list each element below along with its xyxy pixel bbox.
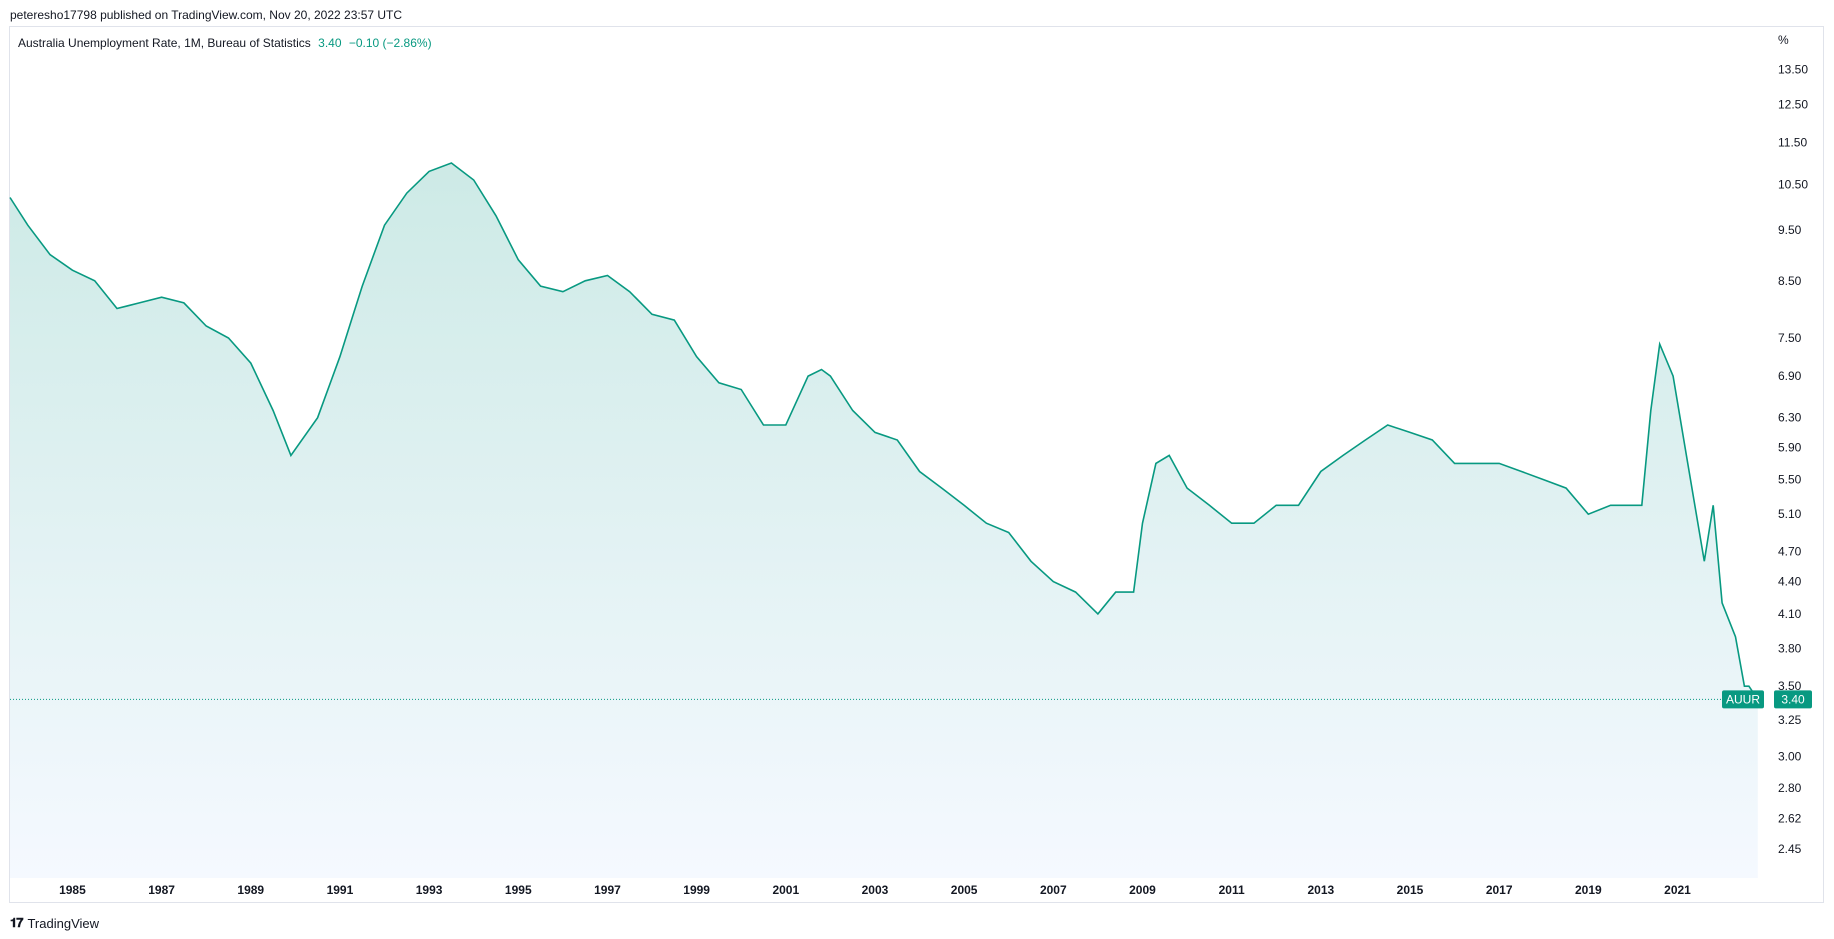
y-tick-label: 3.50 bbox=[1778, 679, 1802, 693]
y-tick-label: 4.40 bbox=[1778, 575, 1802, 589]
y-tick-label: 2.62 bbox=[1778, 811, 1802, 825]
x-tick-label: 2007 bbox=[1040, 883, 1067, 897]
x-axis: 1985 1987 1989 1991 1993 1995 1997 1999 2001 2003… bbox=[59, 883, 1691, 897]
y-axis: 13.50 12.50 11.50 10.50 9.50 8.50 7.50 6.90 6.30… bbox=[1778, 62, 1808, 856]
x-tick-label: 1987 bbox=[148, 883, 175, 897]
y-tick-label: 7.50 bbox=[1778, 331, 1802, 345]
x-tick-label: 1989 bbox=[237, 883, 264, 897]
y-tick-label: 2.80 bbox=[1778, 781, 1802, 795]
x-tick-label: 2021 bbox=[1664, 883, 1691, 897]
y-tick-label: 13.50 bbox=[1778, 62, 1808, 76]
series-line-auur[interactable] bbox=[9, 162, 1759, 700]
legend-value: 3.40 bbox=[318, 36, 342, 50]
x-tick-label: 1991 bbox=[327, 883, 354, 897]
x-tick-label: 1997 bbox=[594, 883, 621, 897]
y-tick-label: 4.10 bbox=[1778, 607, 1802, 621]
y-tick-label: 3.00 bbox=[1778, 750, 1802, 764]
y-tick-label: 11.50 bbox=[1778, 136, 1807, 150]
x-tick-label: 2009 bbox=[1129, 883, 1156, 897]
x-tick-label: 2015 bbox=[1397, 883, 1424, 897]
tradingview-logo-icon: 𝟏𝟕 bbox=[10, 915, 24, 930]
y-tick-label: 12.50 bbox=[1778, 98, 1808, 112]
last-value-symbol-label-bg bbox=[1722, 690, 1764, 709]
series-area-fill bbox=[10, 163, 1758, 878]
last-value-symbol-label: AUUR bbox=[1726, 692, 1760, 706]
chart-legend: Australia Unemployment Rate, 1M, Bureau … bbox=[18, 36, 432, 50]
last-value-price-label: 3.40 bbox=[1781, 692, 1805, 706]
last-value-labels: AUUR 3.40 bbox=[1722, 690, 1812, 709]
x-tick-label: 1985 bbox=[59, 883, 86, 897]
published-caption: peteresho17798 published on TradingView.… bbox=[10, 8, 403, 22]
x-tick-label: 2013 bbox=[1307, 883, 1334, 897]
legend-change: −0.10 (−2.86%) bbox=[348, 36, 432, 50]
x-tick-label: 2019 bbox=[1575, 883, 1602, 897]
x-tick-label: 1993 bbox=[416, 883, 443, 897]
footer-brand[interactable]: 𝟏𝟕 TradingView bbox=[10, 915, 99, 931]
x-tick-label: 2011 bbox=[1219, 883, 1245, 897]
y-tick-label: 5.90 bbox=[1778, 441, 1802, 455]
y-tick-label: 8.50 bbox=[1778, 274, 1802, 288]
x-tick-label: 2003 bbox=[862, 883, 889, 897]
y-tick-label: 3.25 bbox=[1778, 713, 1802, 727]
footer-brand-text: TradingView bbox=[27, 915, 100, 931]
chart-frame bbox=[9, 26, 1824, 903]
last-value-price-label-bg bbox=[1774, 690, 1812, 709]
y-tick-label: 4.70 bbox=[1778, 545, 1802, 559]
y-tick-label: 5.50 bbox=[1778, 473, 1802, 487]
x-tick-label: 2005 bbox=[951, 883, 978, 897]
y-tick-label: 10.50 bbox=[1778, 177, 1808, 191]
y-tick-label: 5.10 bbox=[1778, 507, 1802, 521]
x-tick-label: 2017 bbox=[1486, 883, 1513, 897]
y-tick-label: 3.80 bbox=[1778, 642, 1802, 656]
x-tick-label: 2001 bbox=[772, 883, 799, 897]
x-tick-label: 1999 bbox=[683, 883, 710, 897]
y-tick-label: 2.45 bbox=[1778, 842, 1802, 856]
y-tick-label: 9.50 bbox=[1778, 223, 1802, 237]
x-tick-label: 1995 bbox=[505, 883, 532, 897]
y-tick-label: 6.30 bbox=[1778, 411, 1802, 425]
y-tick-label: 6.90 bbox=[1778, 369, 1802, 383]
y-axis-unit: % bbox=[1778, 33, 1789, 47]
legend-title: Australia Unemployment Rate, 1M, Bureau … bbox=[18, 36, 311, 50]
